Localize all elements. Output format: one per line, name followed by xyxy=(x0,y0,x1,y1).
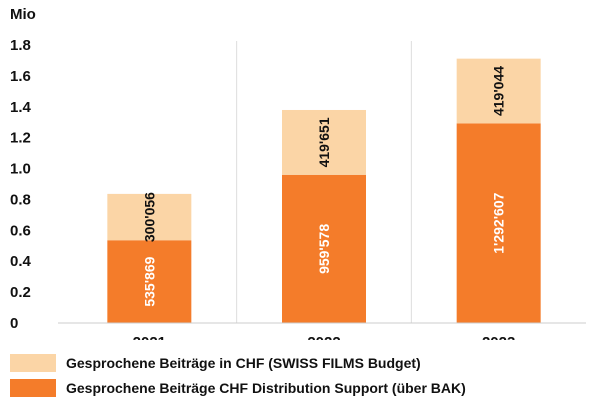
y-tick-label: 0.4 xyxy=(10,253,32,270)
x-tick-label: 2022 xyxy=(307,334,340,340)
x-tick-label: 2023 xyxy=(482,334,515,340)
bar-segment-2021-distribution-support xyxy=(107,240,192,323)
y-tick-label: 0.8 xyxy=(10,191,31,208)
y-tick-label: 0 xyxy=(10,315,18,332)
legend-item-distribution-support: Gesprochene Beiträge CHF Distribution Su… xyxy=(10,377,590,399)
legend-item-swiss-films: Gesprochene Beiträge in CHF (SWISS FILMS… xyxy=(10,352,590,374)
y-tick-label: 1.4 xyxy=(10,99,32,116)
legend-label-distribution-support: Gesprochene Beiträge CHF Distribution Su… xyxy=(66,380,466,396)
bar-segment-2022-swiss-films xyxy=(282,109,366,175)
data-label-2021-swiss-films: 300'056 xyxy=(141,192,157,242)
x-tick-label: 2021 xyxy=(133,334,166,340)
bar-segment-2021-swiss-films xyxy=(107,193,192,241)
y-tick-label: 1.6 xyxy=(10,68,31,85)
y-tick-label: 1.2 xyxy=(10,130,31,147)
y-tick-label: 0.6 xyxy=(10,222,31,239)
data-label-2022-distribution-support: 959'578 xyxy=(316,224,332,274)
y-tick-label: 1.8 xyxy=(10,37,31,54)
data-label-2023-distribution-support: 1'292'607 xyxy=(491,192,507,253)
bar-segment-2023-swiss-films xyxy=(456,58,541,124)
legend-label-swiss-films: Gesprochene Beiträge in CHF (SWISS FILMS… xyxy=(66,355,421,371)
chart-legend: Gesprochene Beiträge in CHF (SWISS FILMS… xyxy=(10,352,590,402)
data-label-2021-distribution-support: 535'869 xyxy=(141,256,157,306)
data-label-2023-swiss-films: 419'044 xyxy=(491,66,507,116)
y-tick-label: 0.2 xyxy=(10,284,31,301)
y-tick-label: 1.0 xyxy=(10,161,31,178)
bar-segment-2023-distribution-support xyxy=(456,123,541,323)
legend-swatch-distribution-support xyxy=(10,379,56,397)
data-label-2022-swiss-films: 419'651 xyxy=(316,117,332,167)
legend-swatch-swiss-films xyxy=(10,354,56,372)
y-axis-unit-label: Mio xyxy=(10,6,36,23)
stacked-bar-chart: 0 0.2 0.4 0.6 0.8 1.0 1.2 1.4 1.6 1.8 535'869 300'0… xyxy=(10,37,586,340)
bar-segment-2022-distribution-support xyxy=(282,174,366,323)
